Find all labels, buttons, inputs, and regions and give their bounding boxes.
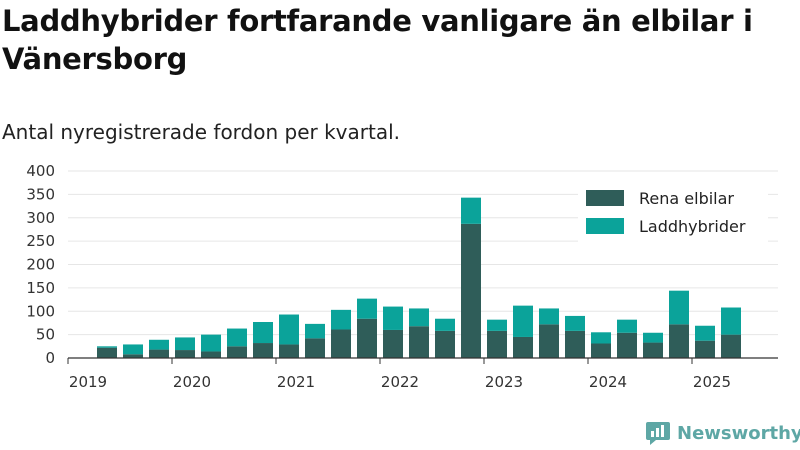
bar-rena-elbilar xyxy=(331,329,351,358)
y-axis-ticks: 0 50 100 150 200 250 300 350 400 xyxy=(26,162,55,367)
bar-laddhybrider xyxy=(695,325,715,341)
bar-laddhybrider xyxy=(461,197,481,224)
bar-rena-elbilar xyxy=(513,336,533,358)
bar-laddhybrider xyxy=(643,332,663,343)
x-tick-label: 2023 xyxy=(485,373,523,391)
legend: Rena elbilar Laddhybrider xyxy=(578,182,768,242)
bar-laddhybrider xyxy=(279,314,299,345)
bar-laddhybrider xyxy=(435,318,455,331)
stacked-bar-chart: 0 50 100 150 200 250 300 350 400 2019 2020 2021 202… xyxy=(26,162,778,391)
bar-rena-elbilar xyxy=(435,330,455,358)
y-tick-label: 50 xyxy=(36,326,55,344)
bar-rena-elbilar xyxy=(201,351,221,358)
chart-subtitle: Antal nyregistrerade fordon per kvartal. xyxy=(2,120,401,144)
bar-rena-elbilar xyxy=(461,223,481,358)
y-tick-label: 300 xyxy=(26,209,55,227)
bar-laddhybrider xyxy=(617,319,637,333)
bar-laddhybrider xyxy=(513,305,533,337)
bar-rena-elbilar xyxy=(149,349,169,358)
bar-laddhybrider xyxy=(487,319,507,331)
bar-laddhybrider xyxy=(149,339,169,350)
bar-laddhybrider xyxy=(591,332,611,344)
bar-rena-elbilar xyxy=(175,350,195,358)
y-tick-label: 0 xyxy=(45,349,55,367)
y-tick-label: 100 xyxy=(26,302,55,320)
bar-rena-elbilar xyxy=(695,340,715,358)
y-tick-label: 200 xyxy=(26,256,55,274)
chart-title: Laddhybrider fortfarande vanligare än el… xyxy=(2,4,753,76)
legend-swatch xyxy=(586,218,624,234)
bar-laddhybrider xyxy=(305,323,325,339)
x-tick-label: 2024 xyxy=(589,373,627,391)
y-tick-label: 400 xyxy=(26,162,55,180)
x-tick-label: 2020 xyxy=(173,373,211,391)
bar-laddhybrider xyxy=(123,344,143,355)
bar-rena-elbilar xyxy=(305,338,325,358)
x-tick-label: 2021 xyxy=(277,373,315,391)
bar-rena-elbilar xyxy=(617,332,637,358)
bar-rena-elbilar xyxy=(487,330,507,358)
bar-laddhybrider xyxy=(383,306,403,330)
bar-laddhybrider xyxy=(409,308,429,327)
x-tick-label: 2019 xyxy=(69,373,107,391)
bar-rena-elbilar xyxy=(383,329,403,358)
bar-laddhybrider xyxy=(227,328,247,347)
legend-label: Rena elbilar xyxy=(639,189,734,208)
bar-rena-elbilar xyxy=(409,326,429,358)
bars xyxy=(97,197,741,358)
brand-name: Newsworthy xyxy=(677,422,800,444)
bar-rena-elbilar xyxy=(227,346,247,358)
bar-laddhybrider xyxy=(539,308,559,325)
legend-swatch xyxy=(586,190,624,206)
bar-rena-elbilar xyxy=(565,330,585,358)
bar-laddhybrider xyxy=(253,322,273,344)
bar-laddhybrider xyxy=(565,315,585,331)
y-tick-label: 350 xyxy=(26,185,55,203)
bar-laddhybrider xyxy=(721,307,741,335)
bar-rena-elbilar xyxy=(253,343,273,358)
bar-laddhybrider xyxy=(357,298,377,319)
x-axis: 2019 2020 2021 2022 2023 2024 2025 xyxy=(67,357,778,391)
bar-rena-elbilar xyxy=(97,347,117,358)
newsworthy-logo: Newsworthy xyxy=(645,420,800,446)
bar-rena-elbilar xyxy=(539,324,559,358)
bar-rena-elbilar xyxy=(669,324,689,358)
bar-rena-elbilar xyxy=(721,334,741,358)
bar-rena-elbilar xyxy=(279,344,299,358)
newsworthy-logo-icon xyxy=(646,422,670,445)
x-tick-label: 2022 xyxy=(381,373,419,391)
x-tick-label: 2025 xyxy=(693,373,731,391)
y-tick-label: 250 xyxy=(26,232,55,250)
bar-rena-elbilar xyxy=(591,343,611,358)
y-tick-label: 150 xyxy=(26,279,55,297)
bar-laddhybrider xyxy=(331,309,351,330)
bar-laddhybrider xyxy=(175,337,195,351)
bar-laddhybrider xyxy=(97,346,117,348)
legend-label: Laddhybrider xyxy=(639,217,746,236)
bar-laddhybrider xyxy=(201,334,221,352)
bar-rena-elbilar xyxy=(357,318,377,358)
bar-laddhybrider xyxy=(669,290,689,325)
bar-rena-elbilar xyxy=(643,342,663,358)
bar-rena-elbilar xyxy=(123,354,143,358)
